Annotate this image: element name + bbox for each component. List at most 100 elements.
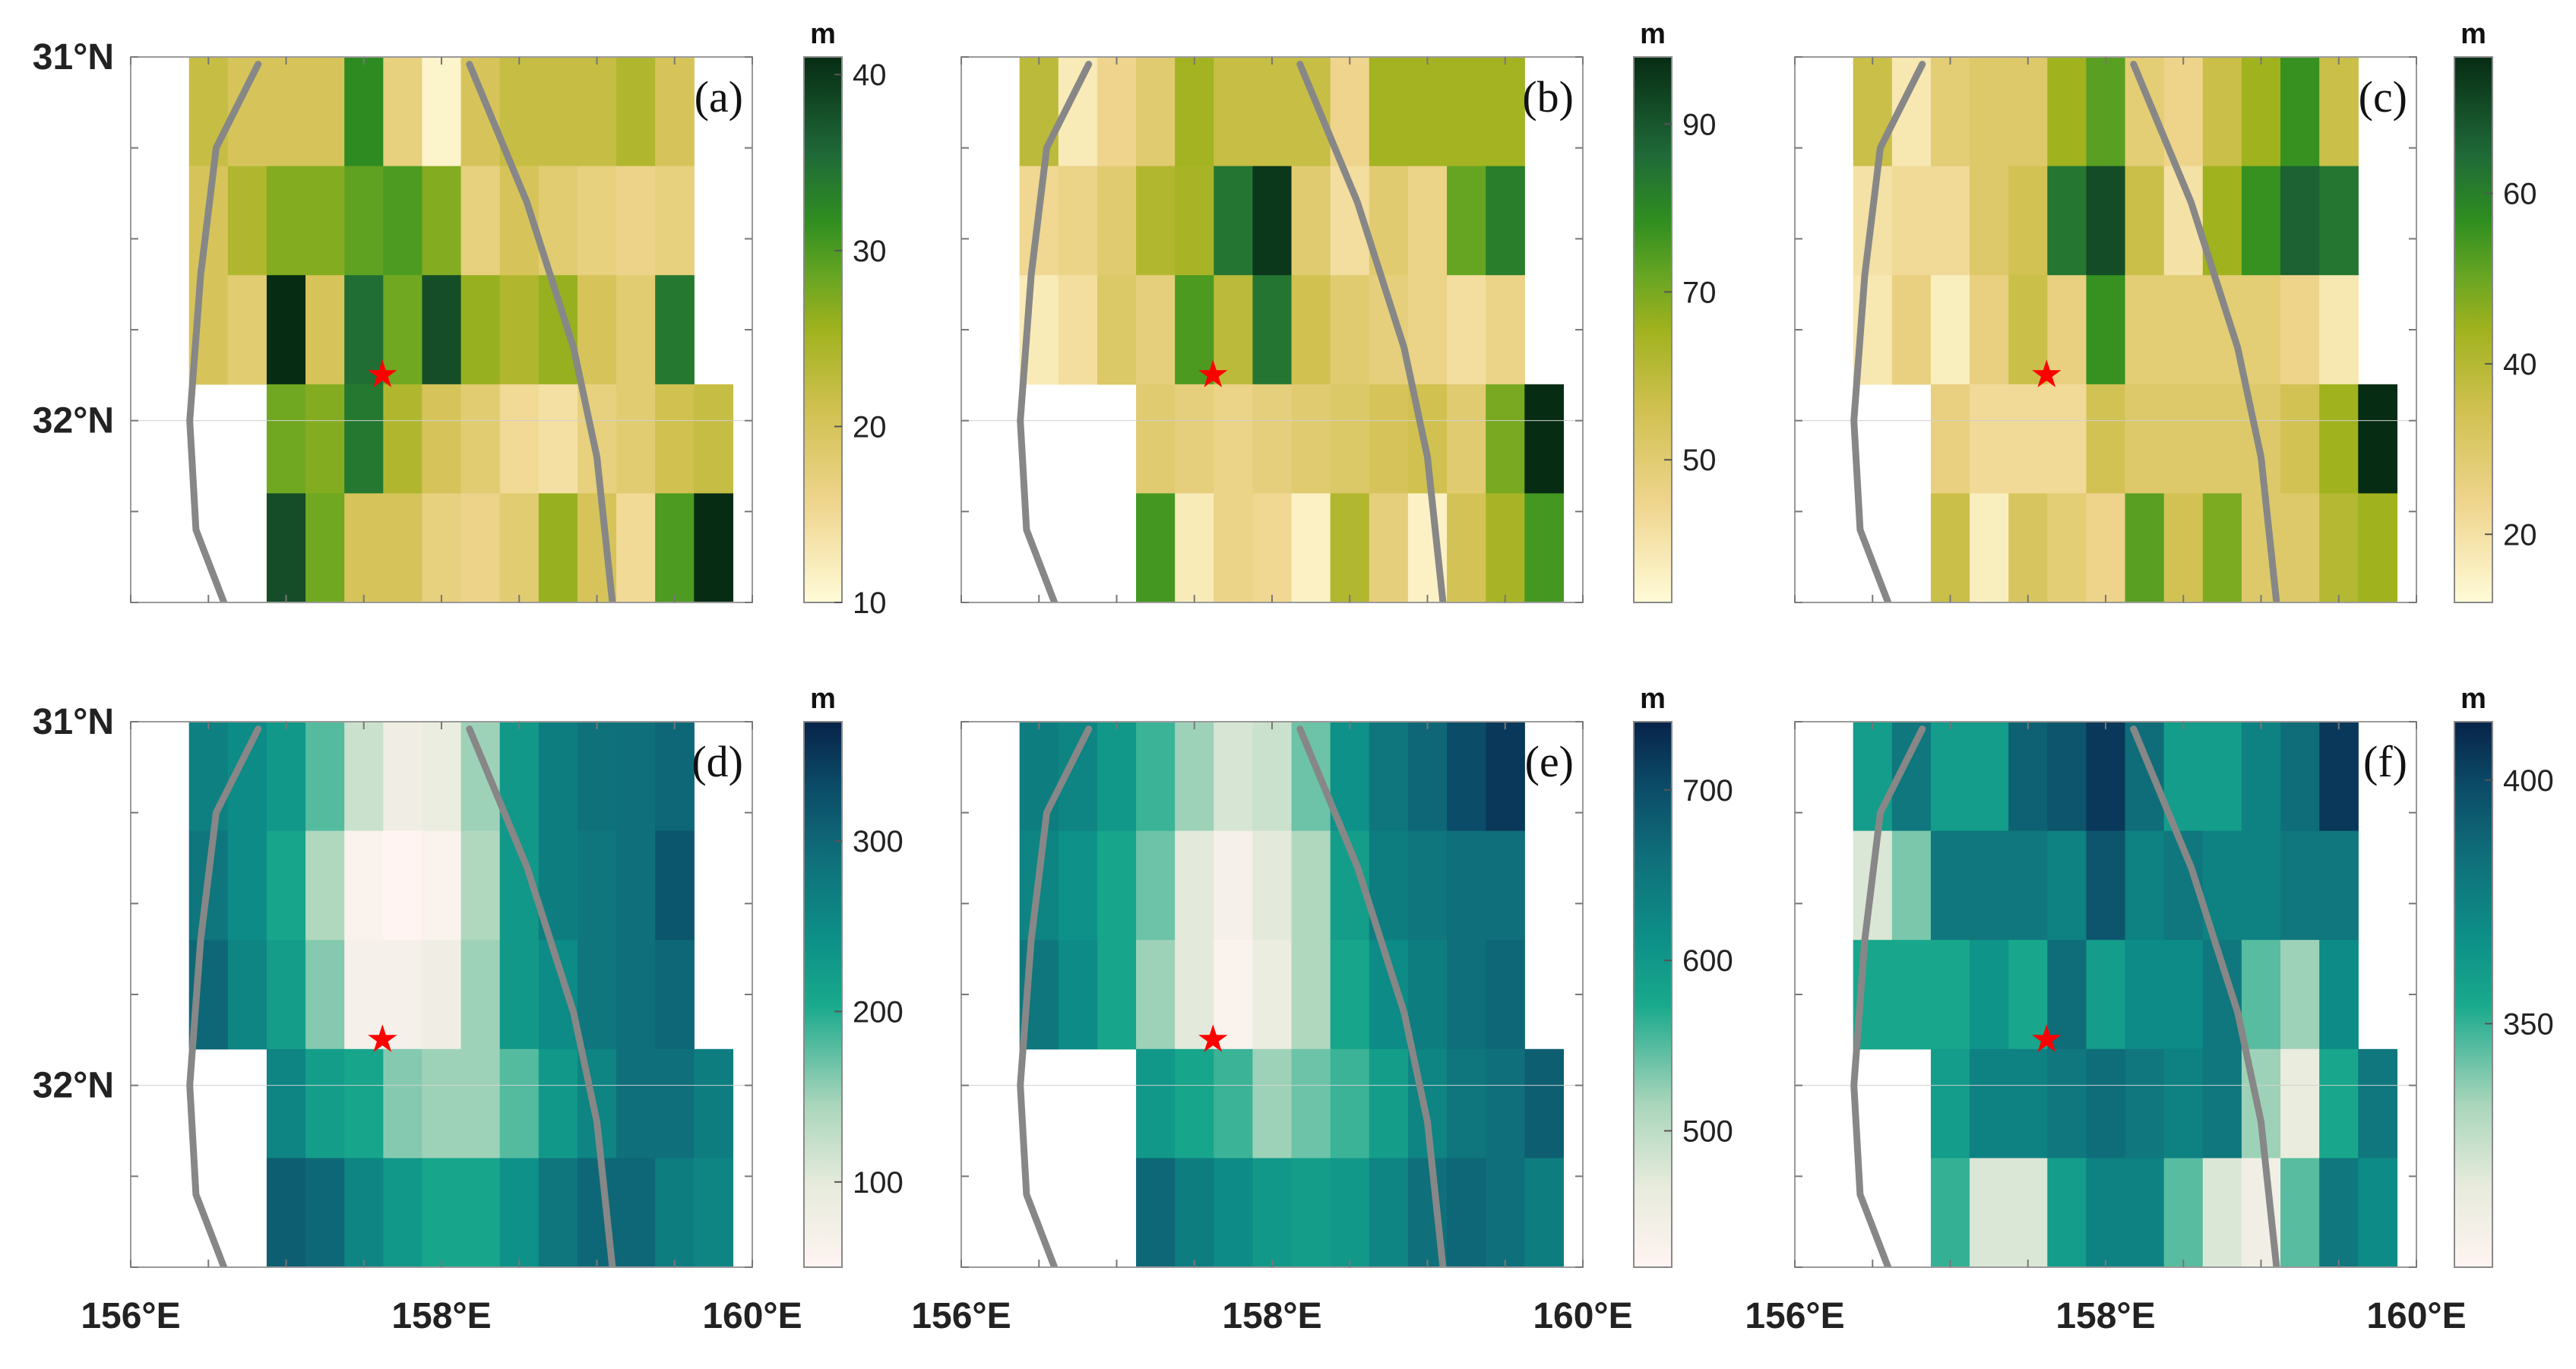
colorbar-tick-label: 700 xyxy=(1682,774,1733,808)
heatmap-cell xyxy=(1175,1158,1214,1268)
heatmap-cell xyxy=(344,166,384,276)
panel-label: (e) xyxy=(1525,737,1574,786)
heatmap-cell xyxy=(305,830,345,941)
heatmap-cell xyxy=(1175,166,1214,276)
heatmap-cell xyxy=(305,384,345,494)
heatmap-cell xyxy=(1175,57,1214,167)
heatmap-cell xyxy=(1447,1158,1486,1268)
heatmap-cell xyxy=(1524,1048,1565,1159)
colorbar-tick-label: 70 xyxy=(1682,276,1717,309)
heatmap-cell xyxy=(1330,275,1370,385)
heatmap-cell xyxy=(2086,940,2126,1050)
heatmap-cell xyxy=(694,1048,734,1159)
heatmap-cell xyxy=(499,493,540,603)
heatmap-cell xyxy=(1407,940,1448,1050)
heatmap-cell xyxy=(188,57,229,167)
heatmap-cell xyxy=(227,275,267,385)
heatmap-cell xyxy=(1369,384,1409,494)
heatmap-cell xyxy=(422,384,462,494)
heatmap-cell xyxy=(2008,384,2048,494)
heatmap-cell xyxy=(1175,275,1214,385)
heatmap-cell xyxy=(2319,1158,2359,1268)
heatmap-cell xyxy=(2086,830,2126,941)
heatmap-cell xyxy=(1407,722,1448,832)
heatmap-cell xyxy=(460,1048,501,1159)
colorbar-tick-label: 10 xyxy=(853,586,887,620)
heatmap-cell xyxy=(383,57,423,167)
heatmap-cell xyxy=(2163,493,2204,603)
heatmap-cell xyxy=(2163,940,2204,1050)
heatmap-cell xyxy=(266,1158,306,1268)
heatmap-cell xyxy=(1175,384,1214,494)
panel-label: (b) xyxy=(1522,72,1574,122)
heatmap-cell xyxy=(422,1158,462,1268)
x-tick-label: 156°E xyxy=(911,1296,1011,1336)
heatmap-cell xyxy=(2202,493,2242,603)
heatmap-cell xyxy=(1058,275,1098,385)
heatmap-cell xyxy=(266,57,306,167)
heatmap-cell xyxy=(383,830,423,941)
colorbar-tick-label: 20 xyxy=(853,410,887,444)
y-tick-label: 32°N xyxy=(33,1066,114,1106)
heatmap-cell xyxy=(1407,166,1448,276)
panel-d: ★ (d) 31°N 32°N 156°E 158°E 160°E 100 200 300 m xyxy=(33,683,903,1336)
heatmap-cells xyxy=(1853,57,2398,603)
station-star-icon: ★ xyxy=(1196,352,1230,396)
heatmap-cell xyxy=(460,57,501,167)
heatmap-cell xyxy=(1970,166,2009,276)
heatmap-cell xyxy=(616,722,656,832)
heatmap-cell xyxy=(1369,57,1409,167)
heatmap-cell xyxy=(577,166,617,276)
heatmap-cell xyxy=(344,275,384,385)
heatmap-cell xyxy=(2358,493,2398,603)
heatmap-cell xyxy=(2047,57,2087,167)
heatmap-cell xyxy=(1175,940,1214,1050)
axis-ticks xyxy=(130,56,753,603)
eddy-boundary-east xyxy=(1296,61,1447,602)
heatmap-cell xyxy=(1930,940,1970,1050)
heatmap-cell xyxy=(538,57,578,167)
heatmap-cell xyxy=(499,1048,540,1159)
colorbar-tick-label: 350 xyxy=(2503,1007,2554,1041)
heatmap-cell xyxy=(383,1048,423,1159)
x-tick-label: 160°E xyxy=(1533,1296,1632,1336)
heatmap-cell xyxy=(266,493,306,603)
y-tick-label: 31°N xyxy=(33,37,114,77)
eddy-boundary-west xyxy=(186,726,262,1267)
eddy-boundary-west xyxy=(1850,61,1926,602)
heatmap-cell xyxy=(1891,940,1932,1050)
heatmap-cell xyxy=(2163,384,2204,494)
heatmap-cell xyxy=(499,384,540,494)
heatmap-cell xyxy=(538,1158,578,1268)
heatmap-cell xyxy=(2280,493,2320,603)
colorbar-tick-label: 500 xyxy=(1682,1115,1733,1149)
colorbar: 20 40 60 m xyxy=(2454,18,2537,603)
heatmap-cell xyxy=(422,166,462,276)
heatmap-cells xyxy=(1853,722,2398,1268)
station-star-icon: ★ xyxy=(366,1016,400,1061)
panel-b: ★ (b) 50 70 90 m xyxy=(960,18,1717,603)
heatmap-cell xyxy=(1136,275,1176,385)
heatmap-cell xyxy=(266,275,306,385)
heatmap-cell xyxy=(460,722,501,832)
x-tick-label: 158°E xyxy=(2055,1296,2155,1336)
heatmap-cell xyxy=(1970,493,2009,603)
heatmap-cell xyxy=(1930,1048,1970,1159)
heatmap-cell xyxy=(538,722,578,832)
heatmap-cell xyxy=(1291,384,1331,494)
heatmap-cells xyxy=(188,722,734,1268)
heatmap-cell xyxy=(422,940,462,1050)
colorbar-tick-label: 30 xyxy=(853,235,887,268)
heatmap-cell xyxy=(2008,1048,2048,1159)
heatmap-cells xyxy=(1019,722,1565,1268)
heatmap-cell xyxy=(577,722,617,832)
heatmap-cell xyxy=(1930,493,1970,603)
heatmap-cell xyxy=(616,493,656,603)
heatmap-cell xyxy=(1486,57,1525,167)
heatmap-cell xyxy=(422,275,462,385)
heatmap-cell xyxy=(2280,384,2320,494)
heatmap-cell xyxy=(616,166,656,276)
heatmap-cell xyxy=(460,830,501,941)
y-tick-label: 31°N xyxy=(33,702,114,742)
panel-label: (f) xyxy=(2363,737,2407,786)
